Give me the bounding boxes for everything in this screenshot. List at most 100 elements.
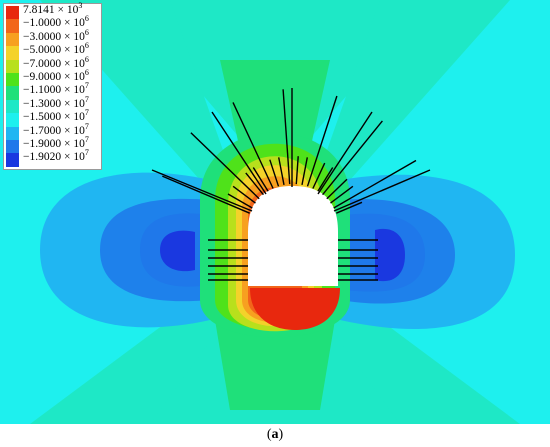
legend-value: −5.0000 × 106: [23, 41, 89, 57]
stress-contour-plot: [0, 0, 550, 424]
rock-bolt: [278, 157, 285, 186]
legend-swatch: [6, 140, 19, 154]
legend-exponent: 7: [84, 121, 89, 131]
legend-mantissa: −3.0000: [23, 30, 62, 43]
legend-value: −3.0000 × 106: [23, 27, 89, 44]
figure-caption: (a): [0, 426, 550, 444]
left-compression-zone: [40, 172, 210, 328]
legend-exponent: 7: [84, 135, 89, 145]
legend-times: × 10: [61, 124, 85, 137]
legend-mantissa: −1.5000: [23, 111, 62, 124]
legend-swatch: [6, 46, 19, 60]
legend-mantissa: −1.1000: [23, 84, 62, 97]
legend-value: −1.5000 × 107: [23, 108, 89, 124]
legend-times: × 10: [54, 4, 79, 16]
rock-bolt: [333, 159, 417, 209]
rock-bolt: [336, 201, 363, 214]
legend-exponent: 6: [84, 54, 89, 64]
legend-entry: 7.8141 × 103: [4, 1, 101, 20]
legend-mantissa: −5.0000: [23, 44, 62, 57]
rock-bolt: [252, 167, 269, 192]
legend-entry: −1.3000 × 107: [4, 95, 101, 114]
legend-entry: −1.7000 × 107: [4, 121, 101, 141]
rock-bolt: [245, 172, 264, 196]
x-lobes-green: [215, 60, 335, 410]
caption-label: a: [271, 427, 279, 442]
legend-exponent: 6: [84, 68, 89, 78]
legend-entry: −1.9000 × 107: [4, 136, 101, 154]
legend-exponent: 6: [84, 41, 89, 51]
rock-bolt: [333, 169, 431, 212]
legend-times: × 10: [61, 30, 85, 43]
rock-bolt: [312, 162, 326, 189]
legend-exponent: 3: [78, 1, 83, 11]
legend-swatch: [6, 99, 19, 114]
legend-mantissa: −1.9000: [23, 138, 62, 150]
legend-exponent: 6: [84, 27, 89, 37]
legend-swatch: [6, 86, 19, 101]
legend-entry: −9.0000 × 106: [4, 68, 101, 87]
legend-value: −7.0000 × 106: [23, 54, 89, 71]
legend-swatch: [6, 19, 19, 34]
legend-swatch: [6, 113, 19, 127]
invert-tension-zone: [250, 288, 340, 330]
rock-bolt: [227, 193, 253, 209]
legend-entry: −5.0000 × 106: [4, 41, 101, 60]
rock-bolt: [211, 111, 267, 195]
caption-open: (: [266, 427, 272, 442]
rock-bolt: [295, 156, 299, 185]
legend-swatch: [6, 73, 19, 87]
legend-exponent: 7: [84, 108, 89, 118]
color-legend: 7.8141 × 103 −1.0000 × 106 −3.0000 × 106 −5…: [3, 1, 102, 170]
legend-entry: −1.5000 × 107: [4, 108, 101, 127]
legend-times: × 10: [61, 151, 85, 164]
legend-value: −1.3000 × 107: [23, 95, 89, 111]
legend-mantissa: −1.3000: [23, 97, 62, 110]
rock-bolt: [317, 167, 334, 192]
rock-bolt: [232, 102, 274, 189]
legend-times: × 10: [61, 111, 85, 124]
rock-bolt: [330, 185, 354, 204]
rock-bolt: [190, 132, 260, 200]
legend-mantissa: 7.8141: [23, 4, 55, 16]
legend-entry: −1.1000 × 107: [4, 82, 101, 101]
rock-bolt: [306, 95, 338, 187]
rock-bolt: [269, 159, 280, 187]
legend-value: −1.7000 × 107: [23, 121, 89, 138]
rock-bolt: [322, 120, 383, 196]
legend-times: × 10: [61, 138, 85, 150]
rock-bolt: [301, 157, 308, 186]
legend-mantissa: −7.0000: [23, 57, 62, 70]
legend-times: × 10: [61, 57, 85, 70]
rock-bolts: [151, 88, 431, 281]
legend-mantissa: −1.0000: [23, 17, 62, 30]
rock-bolt: [317, 111, 373, 195]
legend-swatch: [6, 32, 19, 47]
legend-mantissa: −1.9020: [23, 151, 62, 164]
rock-bolt: [282, 89, 291, 185]
legend-swatch: [6, 153, 19, 168]
legend-entry: −3.0000 × 106: [4, 27, 101, 47]
legend-swatch: [6, 6, 19, 20]
caption-close: ): [278, 427, 284, 442]
legend-value: 7.8141 × 103: [23, 1, 83, 17]
legend-mantissa: −9.0000: [23, 71, 62, 83]
legend-entry: −1.0000 × 106: [4, 14, 101, 34]
rock-bolt: [162, 175, 250, 214]
legend-times: × 10: [61, 44, 85, 57]
legend-value: −1.0000 × 106: [23, 14, 89, 30]
rock-bolt: [151, 169, 253, 212]
right-compression-zone: [340, 174, 515, 329]
legend-entry: −1.9020 × 107: [4, 149, 101, 168]
legend-swatch: [6, 126, 19, 141]
legend-value: −9.0000 × 106: [23, 68, 89, 84]
legend-exponent: 6: [84, 14, 89, 24]
legend-value: −1.1000 × 107: [23, 82, 89, 97]
rock-bolt: [232, 185, 256, 204]
rock-bolt: [326, 178, 348, 200]
legend-swatch: [6, 59, 19, 74]
legend-times: × 10: [61, 71, 85, 83]
legend-times: × 10: [61, 84, 85, 97]
legend-times: × 10: [61, 97, 85, 110]
